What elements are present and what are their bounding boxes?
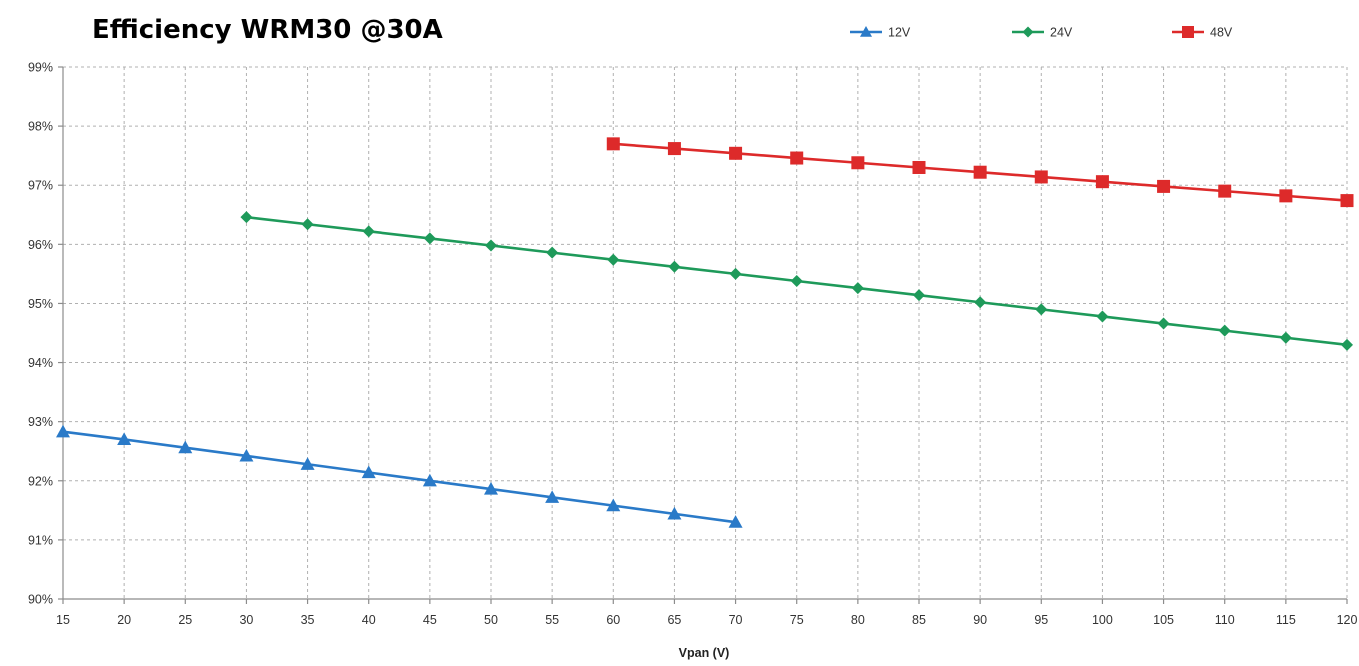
y-tick-label: 98% [28, 120, 53, 134]
y-tick-label: 93% [28, 415, 53, 429]
y-tick-label: 96% [28, 238, 53, 252]
data-point-24v [607, 253, 620, 266]
data-point-24v [1218, 324, 1231, 337]
x-tick-label: 110 [1215, 613, 1235, 627]
data-point-24v [1096, 310, 1109, 323]
data-point-24v [1341, 338, 1353, 351]
data-point-24v [485, 239, 497, 252]
legend-item-24v: 24V [1012, 26, 1073, 40]
x-tick-label: 115 [1276, 613, 1296, 627]
data-point-48v [1095, 175, 1109, 189]
data-point-24v [1157, 317, 1170, 330]
data-point-24v [240, 211, 253, 224]
data-point-12v [728, 515, 743, 528]
x-tick-label: 105 [1153, 613, 1174, 627]
data-point-12v [178, 440, 193, 454]
data-point-12v [606, 498, 621, 512]
series-48v [606, 137, 1354, 208]
grid [63, 66, 1348, 599]
x-tick-label: 50 [484, 613, 498, 627]
series-line-12v [62, 430, 736, 524]
legend-label-24v: 24V [1050, 26, 1073, 40]
y-tick-label: 97% [28, 179, 53, 193]
data-point-24v [729, 267, 742, 280]
x-tick-label: 120 [1337, 613, 1358, 627]
x-tick-label: 70 [729, 613, 743, 627]
data-point-24v [851, 282, 864, 295]
data-point-24v [790, 274, 803, 287]
x-tick-label: 45 [423, 613, 437, 627]
data-point-24v [668, 260, 681, 273]
data-point-12v [422, 473, 437, 487]
data-point-24v [1279, 331, 1292, 344]
data-point-12v [117, 432, 132, 445]
data-point-48v [973, 165, 987, 179]
x-tick-label: 60 [606, 613, 620, 627]
data-point-48v [606, 137, 620, 151]
data-point-12v [667, 506, 682, 520]
data-point-48v [1340, 194, 1354, 208]
series-12v [56, 424, 743, 528]
chart-title: Efficiency WRM30 @30A [92, 15, 443, 45]
data-point-12v [484, 482, 498, 495]
axes: 15 20 25 30 35 40 45 50 55 60 65 70 75 80 85 90 95 100 105… [28, 61, 1358, 628]
data-point-12v [361, 465, 376, 479]
data-point-48v [790, 151, 804, 165]
y-tick-label: 90% [28, 593, 53, 607]
series-24v [240, 211, 1353, 351]
x-tick-label: 20 [117, 613, 131, 627]
data-point-48v [912, 160, 926, 174]
y-tick-label: 91% [28, 533, 53, 547]
y-tick-label: 99% [28, 61, 53, 75]
data-point-48v [1218, 184, 1232, 198]
data-point-12v [545, 490, 560, 503]
legend-marker-24v [1022, 26, 1034, 38]
legend-marker-12v [860, 26, 872, 37]
data-point-48v [1157, 179, 1171, 193]
x-axis-label: Vpan (V) [679, 646, 730, 660]
data-point-48v [667, 142, 681, 156]
legend-item-48v: 48V [1172, 26, 1233, 40]
x-tick-label: 25 [178, 613, 192, 627]
x-tick-label: 35 [301, 613, 315, 627]
x-tick-label: 15 [56, 613, 70, 627]
data-point-48v [851, 156, 865, 170]
y-tick-label: 92% [28, 474, 53, 488]
data-point-24v [1035, 303, 1048, 316]
legend-marker-48v [1182, 26, 1194, 38]
x-tick-label: 90 [973, 613, 987, 627]
x-tick-label: 95 [1034, 613, 1048, 627]
data-point-48v [729, 146, 743, 160]
data-point-48v [1279, 189, 1293, 203]
data-point-12v [300, 457, 315, 470]
x-tick-label: 80 [851, 613, 865, 627]
data-point-24v [913, 289, 925, 302]
x-tick-label: 40 [362, 613, 376, 627]
x-tick-label: 30 [239, 613, 253, 627]
y-tick-label: 95% [28, 297, 53, 311]
data-point-24v [974, 296, 987, 309]
x-tick-label: 100 [1092, 613, 1113, 627]
series-layer [56, 137, 1354, 528]
data-point-24v [546, 246, 559, 259]
data-point-24v [423, 232, 436, 245]
data-point-48v [1034, 170, 1048, 184]
legend-label-12v: 12V [888, 26, 911, 40]
data-point-12v [239, 448, 254, 462]
x-tick-label: 65 [667, 613, 681, 627]
legend-item-12v: 12V [850, 26, 911, 40]
x-tick-label: 55 [545, 613, 559, 627]
x-tick-label: 75 [790, 613, 804, 627]
legend-label-48v: 48V [1210, 26, 1233, 40]
legend: 12V 24V 48V [850, 26, 1233, 40]
y-tick-label: 94% [28, 356, 53, 370]
data-point-24v [362, 225, 375, 238]
x-tick-label: 85 [912, 613, 926, 627]
data-point-12v [56, 424, 70, 438]
data-point-24v [301, 218, 314, 231]
